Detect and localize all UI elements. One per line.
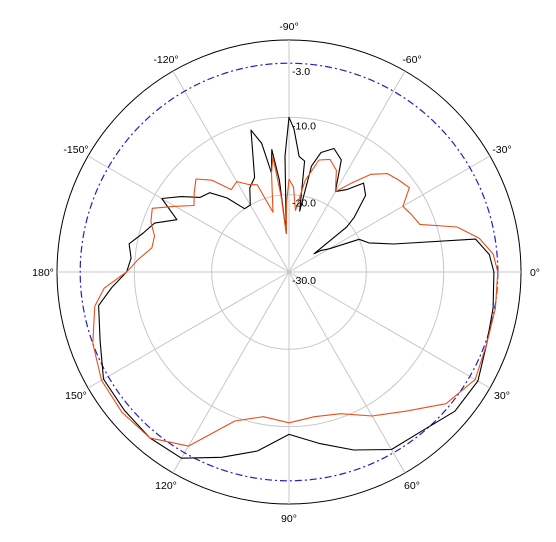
ring-label: -30.0	[292, 275, 316, 287]
ring-label: -3.0	[292, 66, 310, 78]
angle-label: -120°	[153, 54, 178, 66]
grid-spoke	[88, 272, 289, 388]
grid-spoke	[289, 71, 405, 272]
label-layer: -3.0 -10.0 -20.0 -30.0 0° 30° 60° 90° 120° 150° 18…	[32, 21, 540, 525]
angle-label: 180°	[32, 267, 54, 279]
angle-label: 150°	[65, 390, 87, 402]
grid-spoke	[289, 272, 405, 473]
grid-spoke	[88, 156, 289, 272]
angle-label: 30°	[494, 390, 510, 402]
ring-label: -20.0	[292, 198, 316, 210]
angle-label: 120°	[155, 480, 177, 492]
grid-spoke	[173, 272, 289, 473]
angle-label: -60°	[402, 54, 421, 66]
angle-label: 60°	[404, 480, 420, 492]
angle-label: 90°	[281, 513, 297, 525]
grid-spoke	[289, 272, 490, 388]
angle-label: -150°	[63, 144, 88, 156]
angle-label: 0°	[530, 267, 540, 279]
grid-spoke	[289, 156, 490, 272]
series-layer	[93, 117, 498, 458]
ring-label: -10.0	[292, 120, 316, 132]
series-line-1	[99, 117, 494, 458]
angle-label: -30°	[492, 144, 511, 156]
angle-label: -90°	[279, 21, 298, 33]
